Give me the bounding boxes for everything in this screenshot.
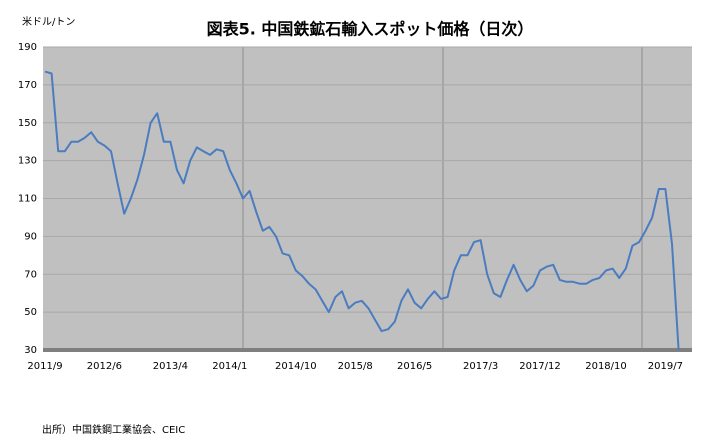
x-tick-label: 2015/8 [338, 361, 373, 372]
y-tick-label: 150 [18, 118, 37, 129]
x-tick-label: 2012/6 [87, 361, 122, 372]
x-tick-label: 2011/9 [27, 361, 62, 372]
y-tick-label: 30 [24, 345, 37, 356]
y-tick-label: 130 [18, 156, 37, 167]
x-tick-label: 2018/10 [585, 361, 627, 372]
x-tick-label: 2017/3 [463, 361, 498, 372]
y-tick-label: 90 [24, 231, 37, 242]
y-tick-label: 190 [18, 42, 37, 53]
x-tick-label: 2014/10 [275, 361, 317, 372]
y-tick-label: 110 [18, 194, 37, 205]
price-line [44, 70, 680, 351]
y-tick-label: 170 [18, 80, 37, 91]
y-tick-label: 50 [24, 307, 37, 318]
x-tick-label: 2013/4 [153, 361, 188, 372]
chart-title: 図表5. 中国鉄鉱石輸入スポット価格（日次） [207, 20, 534, 39]
y-tick-label: 70 [24, 269, 37, 280]
source-note: 出所）中国鉄鋼工業協会、CEIC [42, 423, 185, 436]
x-tick-label: 2017/12 [519, 361, 561, 372]
x-tick-label: 2016/5 [397, 361, 432, 372]
x-tick-label: 2019/7 [648, 361, 683, 372]
y-axis-label: 米ドル/トン [22, 15, 75, 28]
x-tick-label: 2014/1 [212, 361, 247, 372]
